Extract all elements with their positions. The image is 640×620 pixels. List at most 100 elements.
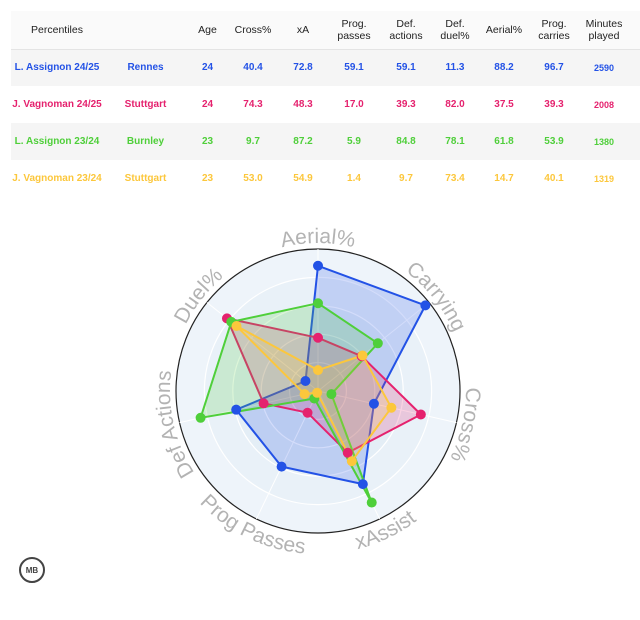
cell-minutes: 1380	[593, 136, 615, 147]
column-header	[103, 11, 188, 50]
series-point	[357, 350, 368, 361]
remove-row-button[interactable]: x	[629, 86, 640, 123]
cell-team: Burnley	[126, 136, 165, 147]
series-point	[342, 447, 353, 458]
cell-prog-passes: 59.1	[344, 62, 364, 74]
percentiles-table-container: Percentiles Age Cross% xA Prog. passes Def. a…	[11, 11, 640, 197]
series-point	[357, 479, 368, 490]
series-point	[368, 398, 379, 409]
cell-prog-passes: 1.4	[347, 173, 361, 184]
series-polygon	[199, 302, 379, 504]
cell-prog-carries: 53.9	[544, 136, 564, 147]
axis-label: Aerial%	[279, 225, 358, 252]
column-header	[629, 11, 640, 50]
series-point	[346, 456, 357, 467]
cell-minutes: 2590	[593, 62, 615, 73]
column-header: Prog. carries	[529, 11, 579, 50]
series-point	[299, 389, 310, 400]
series-point	[313, 298, 323, 309]
cell-xa: 48.3	[293, 99, 313, 110]
cell-cross: 53.0	[243, 173, 263, 184]
cell-team: Stuttgart	[124, 99, 167, 110]
series-point	[420, 300, 431, 311]
column-header: Percentiles	[11, 11, 103, 50]
cell-cross: 74.3	[243, 99, 263, 110]
series-point	[313, 260, 323, 271]
cell-cross: 9.7	[246, 136, 260, 147]
remove-row-button[interactable]: x	[629, 160, 640, 197]
column-header: Def. duel%	[431, 11, 479, 50]
cell-def-actions: 59.1	[396, 62, 416, 74]
cell-prog-carries: 39.3	[544, 99, 564, 110]
series-polygon	[235, 325, 393, 463]
series-point	[195, 412, 206, 423]
cell-minutes: 1319	[593, 173, 615, 184]
series-point	[313, 332, 323, 343]
table-row: J. Vagnoman 24/25 Stuttgart 24 74.3 48.3 17.0…	[11, 86, 640, 123]
cell-def-actions: 39.3	[396, 99, 416, 110]
column-header: Age	[188, 11, 227, 50]
cell-team: Rennes	[127, 62, 164, 74]
cell-def-actions: 9.7	[399, 173, 413, 184]
table-row: J. Vagnoman 23/24 Stuttgart 23 53.0 54.9 1.4 9…	[11, 160, 640, 197]
cell-xa: 72.8	[293, 62, 313, 74]
percentiles-table: Percentiles Age Cross% xA Prog. passes Def. a…	[11, 11, 640, 197]
cell-def-duel: 11.3	[445, 62, 465, 74]
axis-label-text: Aerial%	[279, 225, 358, 252]
series-point	[372, 338, 383, 349]
table-row: L. Assignon 23/24 Burnley 23 9.7 87.2 5.9 84.8…	[11, 123, 640, 160]
cell-team: Stuttgart	[124, 173, 167, 184]
cell-xa: 54.9	[293, 173, 313, 184]
column-header: Def. actions	[381, 11, 431, 50]
cell-def-actions: 84.8	[396, 136, 416, 147]
cell-aerial: 61.8	[494, 136, 514, 147]
cell-xa: 87.2	[293, 136, 313, 147]
column-header: Prog. passes	[327, 11, 381, 50]
cell-player: L. Assignon 23/24	[14, 136, 100, 147]
series-polygon	[226, 317, 422, 454]
cell-prog-carries: 40.1	[544, 173, 564, 184]
series-point	[231, 321, 242, 332]
cell-prog-passes: 5.9	[347, 136, 361, 147]
table-header-row: Percentiles Age Cross% xA Prog. passes Def. a…	[11, 11, 640, 50]
table-body: L. Assignon 24/25 Rennes 24 40.4 72.8 59.1 59.…	[11, 49, 640, 197]
cell-age: 23	[201, 173, 214, 184]
remove-row-button[interactable]: x	[629, 123, 640, 160]
series-point	[366, 497, 377, 508]
series-point	[313, 365, 323, 376]
cell-player: J. Vagnoman 24/25	[12, 99, 102, 110]
series-point	[300, 375, 311, 386]
cell-minutes: 2008	[593, 99, 615, 110]
cell-player: J. Vagnoman 23/24	[12, 173, 102, 184]
remove-row-button[interactable]: x	[629, 49, 640, 86]
cell-prog-passes: 17.0	[344, 99, 364, 110]
series-point	[415, 409, 426, 420]
series-point	[302, 407, 313, 418]
series-polygon	[235, 264, 427, 486]
cell-aerial: 14.7	[494, 173, 514, 184]
column-header: Minutes played	[579, 11, 629, 50]
cell-aerial: 37.5	[494, 99, 514, 110]
cell-age: 23	[201, 136, 214, 147]
cell-age: 24	[201, 99, 214, 110]
series-point	[276, 461, 287, 472]
series-point	[386, 402, 397, 413]
column-header: Aerial%	[479, 11, 529, 50]
cell-cross: 40.4	[243, 62, 263, 74]
series-point	[258, 398, 269, 409]
cell-prog-carries: 96.7	[544, 62, 564, 74]
column-header: xA	[279, 11, 327, 50]
cell-aerial: 88.2	[494, 62, 514, 74]
cell-def-duel: 78.1	[445, 136, 465, 147]
cell-age: 24	[201, 62, 214, 74]
column-header: Cross%	[227, 11, 279, 50]
radar-chart: Aerial% Carrying Cross% xAssist Prog Passes D…	[0, 196, 640, 615]
cell-def-duel: 82.0	[445, 99, 465, 110]
cell-def-duel: 73.4	[445, 173, 465, 184]
table-row: L. Assignon 24/25 Rennes 24 40.4 72.8 59.1 59.…	[11, 49, 640, 86]
mb-logo-icon: MB	[19, 557, 45, 583]
series-point	[312, 387, 323, 398]
series-point	[326, 389, 337, 400]
series-point	[231, 404, 242, 415]
